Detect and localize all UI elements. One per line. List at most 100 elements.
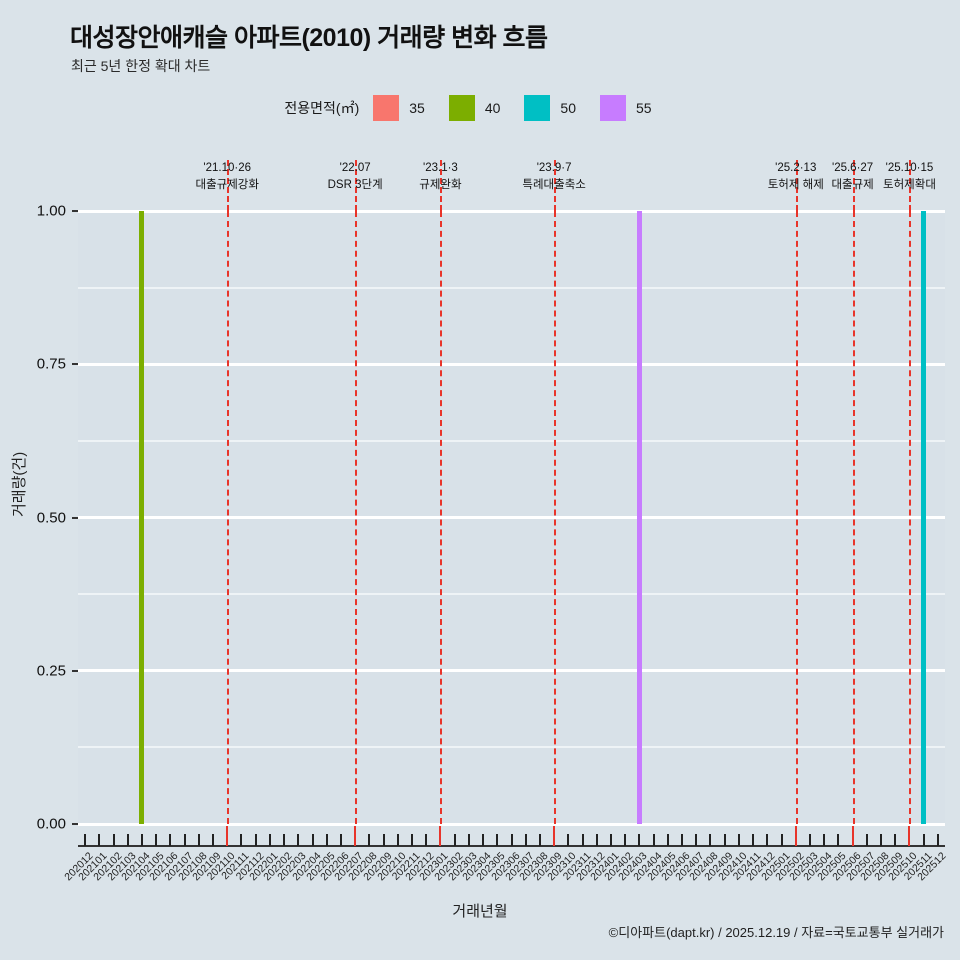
event-line [795, 211, 798, 824]
legend-label: 35 [409, 100, 425, 116]
x-tick [808, 834, 811, 846]
y-tick [72, 669, 78, 672]
event-line-marker [909, 160, 912, 211]
x-tick [212, 834, 215, 846]
event-line [440, 211, 443, 824]
gridline-major [78, 669, 945, 673]
x-tick [339, 834, 342, 846]
event-date: '25.6·27 [832, 162, 874, 174]
event-name: 토허제 해제 [767, 178, 824, 191]
event-annotation: '23.1·3 규제완화 [380, 160, 500, 193]
gridline-major [78, 822, 945, 826]
event-line-marker [227, 160, 230, 211]
legend-swatch [373, 95, 400, 121]
y-tick-label: 1.00 [36, 202, 66, 220]
gridline-major [78, 209, 945, 213]
event-line [909, 211, 912, 824]
y-tick [72, 516, 78, 519]
gridline-minor [78, 593, 945, 596]
x-tick [140, 834, 143, 846]
x-tick [709, 834, 712, 846]
bar[interactable] [636, 211, 642, 824]
x-axis-line [78, 845, 945, 847]
x-tick [254, 834, 257, 846]
legend-title: 전용면적(㎡) [284, 100, 360, 116]
event-annotation: '25.6·27 대출규제 [793, 160, 913, 193]
x-tick-event [908, 826, 911, 846]
event-annotation: '21.10·26 대출규제강화 [167, 160, 287, 193]
event-name: 규제완화 [419, 178, 462, 191]
legend: 전용면적(㎡) 35 40 50 55 [0, 95, 960, 121]
event-name: DSR 3단계 [327, 178, 383, 191]
x-tick [396, 834, 399, 846]
legend-swatch [524, 95, 551, 121]
legend-item[interactable]: 50 [524, 95, 598, 121]
x-tick [425, 834, 428, 846]
x-tick [652, 834, 655, 846]
x-tick [695, 834, 698, 846]
event-date: '22.07 [339, 162, 371, 174]
event-annotation: '25.10·15 토허제확대 [849, 160, 960, 193]
x-tick [737, 834, 740, 846]
x-tick [766, 834, 769, 846]
legend-item[interactable]: 55 [600, 95, 674, 121]
x-tick [880, 834, 883, 846]
x-tick [837, 834, 840, 846]
y-tick-label: 0.75 [36, 355, 66, 373]
event-annotation: '25.2·13 토허제 해제 [736, 160, 856, 193]
x-tick [624, 834, 627, 846]
plot-panel [78, 209, 945, 826]
x-tick [297, 834, 300, 846]
event-line-marker [554, 160, 557, 211]
x-tick [197, 834, 200, 846]
x-tick [510, 834, 513, 846]
x-tick [666, 834, 669, 846]
x-tick [240, 834, 243, 846]
x-tick [126, 834, 129, 846]
x-tick [638, 834, 641, 846]
x-tick [325, 834, 328, 846]
event-line-marker [440, 160, 443, 211]
y-tick-label: 0.50 [36, 509, 66, 526]
x-tick [524, 834, 527, 846]
x-tick-event [226, 826, 229, 846]
bar[interactable] [139, 211, 145, 824]
legend-label: 40 [484, 100, 501, 116]
x-tick-event [851, 826, 854, 846]
bar[interactable] [921, 211, 927, 824]
x-tick-event [794, 826, 797, 846]
x-tick [894, 834, 897, 846]
y-tick-label: 0.00 [36, 815, 66, 833]
gridline-minor [78, 439, 945, 442]
x-tick [922, 834, 925, 846]
x-tick [283, 834, 286, 846]
event-line [554, 211, 557, 824]
page-title: 대성장안애캐슬 아파트(2010) 거래량 변화 흐름 [70, 24, 548, 52]
gridline-minor [78, 746, 945, 749]
event-line [852, 211, 855, 824]
page-subtitle: 최근 5년 한정 확대 차트 [71, 58, 211, 74]
x-tick [453, 834, 456, 846]
x-tick [823, 834, 826, 846]
x-tick [183, 834, 186, 846]
legend-label: 50 [560, 100, 576, 116]
x-axis-title: 거래년월 [452, 903, 508, 920]
legend-item[interactable]: 40 [448, 95, 523, 121]
x-tick [368, 834, 371, 846]
legend-swatch [448, 95, 475, 121]
event-name: 특례대출축소 [522, 178, 586, 191]
event-line-marker [852, 160, 855, 211]
x-tick [780, 834, 783, 846]
x-tick [567, 834, 570, 846]
x-tick [581, 834, 584, 846]
legend-label: 55 [636, 100, 652, 116]
legend-item[interactable]: 35 [373, 95, 447, 121]
x-tick [112, 834, 115, 846]
event-line-marker [355, 160, 358, 211]
x-tick [936, 834, 939, 846]
event-line-marker [795, 160, 798, 211]
x-tick [595, 834, 598, 846]
event-date: '25.2·13 [775, 162, 817, 174]
gridline-minor [78, 286, 945, 289]
